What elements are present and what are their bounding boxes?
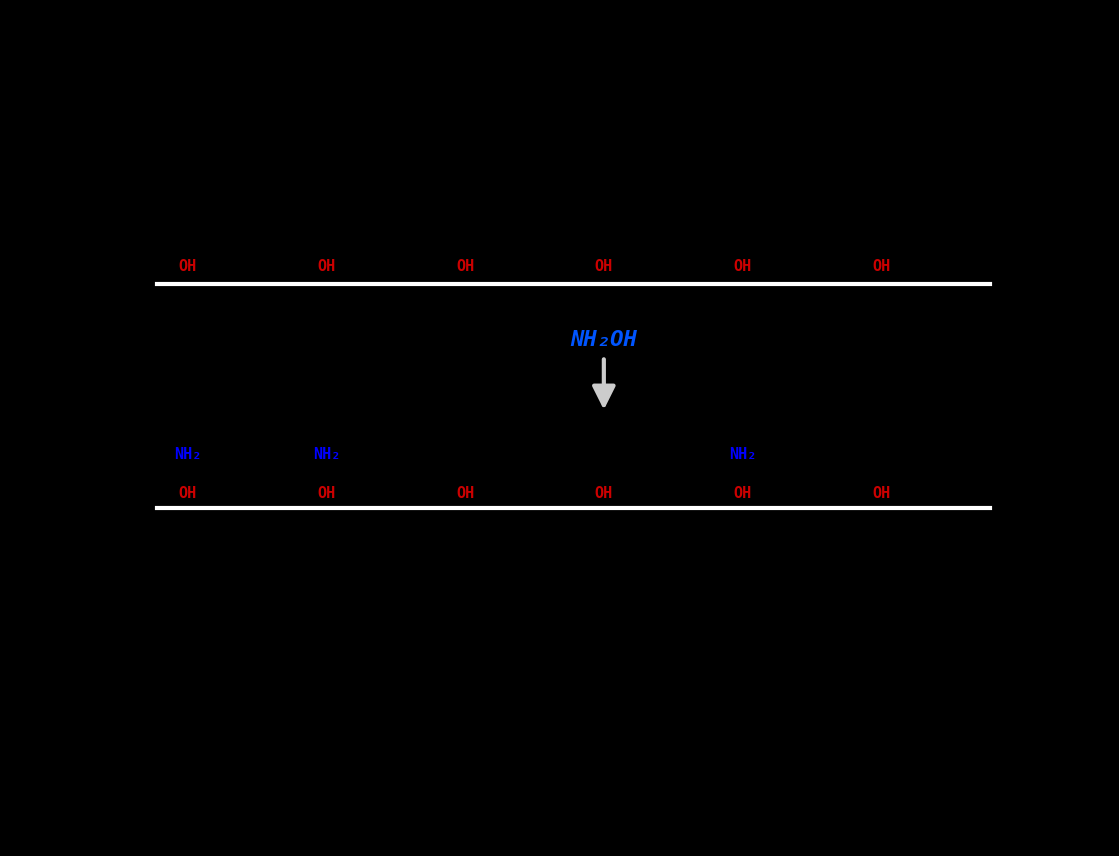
Text: OH: OH [594,486,613,502]
Text: OH: OH [733,259,752,274]
Text: OH: OH [178,486,197,502]
Text: NH₂: NH₂ [173,447,201,462]
Text: OH: OH [455,259,474,274]
Text: NH₂OH: NH₂OH [571,330,638,350]
Text: OH: OH [872,259,891,274]
Text: OH: OH [317,486,336,502]
Text: NH₂: NH₂ [312,447,340,462]
Text: OH: OH [594,259,613,274]
Text: OH: OH [178,259,197,274]
Text: OH: OH [455,486,474,502]
Text: NH₂: NH₂ [728,447,756,462]
Text: OH: OH [872,486,891,502]
Text: OH: OH [317,259,336,274]
Text: OH: OH [733,486,752,502]
